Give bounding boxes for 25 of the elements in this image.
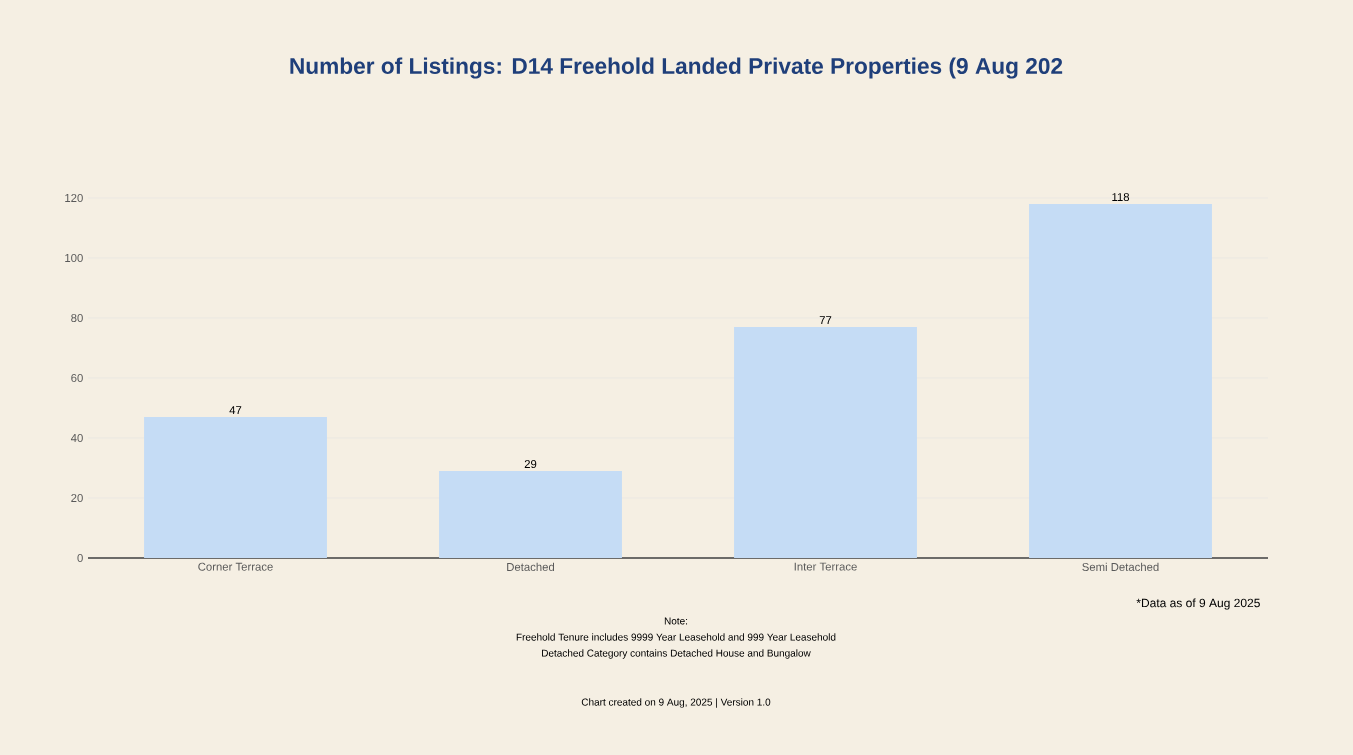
text: Freehold Tenure includes 9999 Year Leasehold and 999 Year Leasehold (516, 633, 836, 641)
y-tick-label: 20 (71, 493, 83, 502)
x-tick-label: Semi Detached (1082, 562, 1159, 572)
data-label: 29 (524, 460, 537, 469)
y-tick-label: 100 (65, 253, 83, 262)
x-tick-label: Corner Terrace (198, 562, 273, 571)
text: Note: (664, 617, 688, 625)
bar (144, 416, 327, 558)
y-tick-label: 60 (71, 373, 83, 382)
bar (439, 470, 622, 558)
data-label: 77 (819, 316, 832, 325)
data-label: 118 (1112, 193, 1130, 202)
y-tick-label: 40 (70, 433, 83, 442)
text: *Data as of 9 Aug 2025 (1136, 598, 1260, 610)
x-tick-label: Inter Terrace (794, 562, 857, 571)
bar (734, 326, 917, 558)
y-tick-label: 0 (77, 553, 83, 562)
text: Chart created on 9 Aug, 2025 | Version 1.0 (581, 698, 771, 708)
chart-title: Number of Listings: D14 Freehold Landed Private Properties (9 Aug 202 (290, 57, 1063, 79)
bar (1029, 203, 1212, 558)
text: Detached Category contains Detached House and Bungalow (542, 649, 811, 659)
data-label: 47 (229, 406, 242, 415)
x-tick-label: Detached (507, 562, 555, 572)
y-tick-label: 80 (71, 313, 83, 322)
y-tick-label: 120 (65, 193, 83, 202)
